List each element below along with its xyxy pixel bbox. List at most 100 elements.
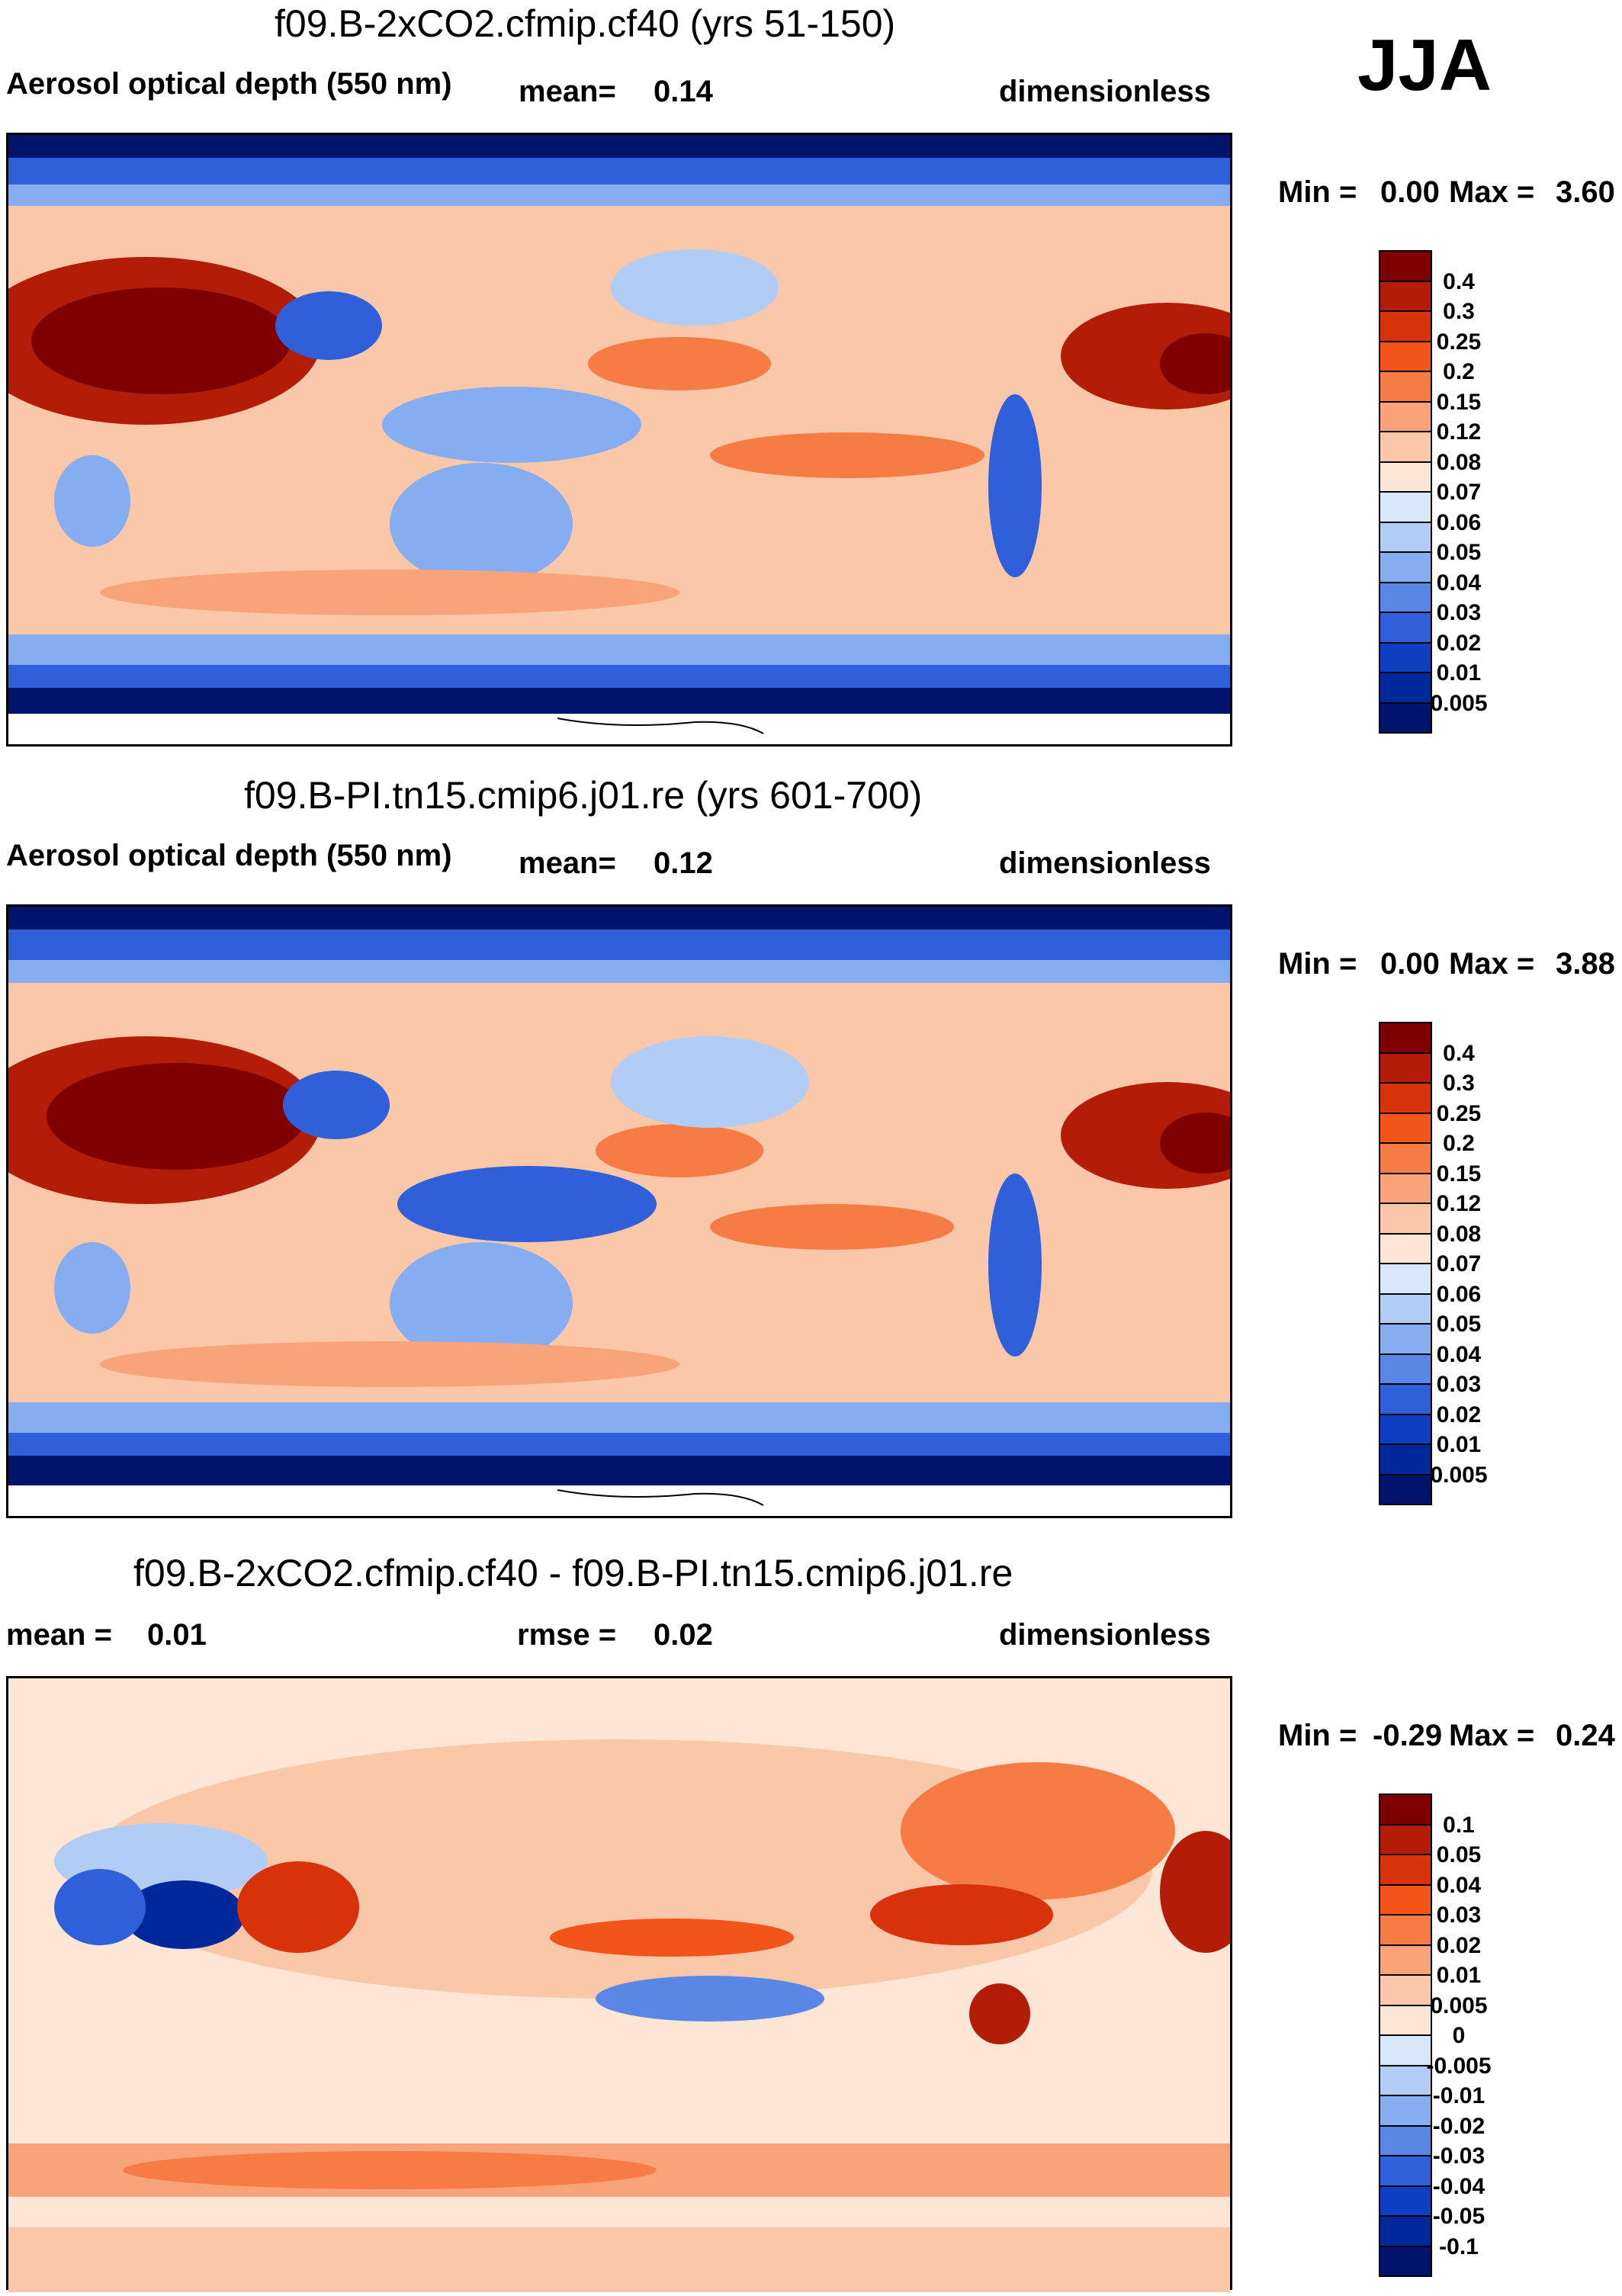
panel2-variable-label: Aerosol optical depth (550 nm) xyxy=(6,839,452,872)
colorbar-tick-label: 0.4 xyxy=(1443,1040,1475,1066)
colorbar-tick-label: 0.12 xyxy=(1436,419,1482,445)
colorbar-tick-label: 0.12 xyxy=(1436,1191,1482,1216)
colorbar-tick-label: 0.04 xyxy=(1436,1341,1482,1367)
colorbar-tick-label: 0.25 xyxy=(1436,1100,1482,1126)
colorbar-swatch xyxy=(1379,1473,1432,1505)
panel3-map xyxy=(6,1676,1232,2292)
colorbar-tick-label: 0.005 xyxy=(1430,1462,1488,1488)
colorbar-tick-label: 0.005 xyxy=(1430,1993,1488,2018)
colorbar-tick-label: 0.005 xyxy=(1430,690,1488,716)
panel2-max-value: 3.88 xyxy=(1556,947,1615,981)
panel1-colorbar: 0.4 0.3 0.25 0.2 0.15 0.12 0.08 0.07 0.06 0.05 0.0… xyxy=(1379,250,1488,734)
panel3-rmse-label: rmse = xyxy=(517,1618,617,1652)
colorbar-tick-label: 0.3 xyxy=(1443,1071,1475,1096)
colorbar-swatch xyxy=(1379,2245,1432,2277)
colorbar-tick-label: 0.05 xyxy=(1436,1312,1482,1337)
panel3-mean-label: mean = xyxy=(6,1618,112,1652)
panel1-variable-label: Aerosol optical depth (550 nm) xyxy=(6,67,452,101)
panel1-field xyxy=(8,135,1230,744)
colorbar-tick-label: 0.2 xyxy=(1443,359,1475,384)
colorbar-tick-label: -0.01 xyxy=(1432,2083,1485,2108)
panel3-title: f09.B-2xCO2.cfmip.cf40 - f09.B-PI.tn15.c… xyxy=(133,1552,1013,1594)
season-label: JJA xyxy=(1357,24,1492,106)
colorbar-tick-label: 0.2 xyxy=(1443,1131,1475,1156)
colorbar-tick-label: 0.03 xyxy=(1436,1372,1482,1397)
colorbar-tick-label: 0.15 xyxy=(1436,389,1482,415)
colorbar-swatch xyxy=(1379,1854,1432,1886)
colorbar-tick-label: 0.25 xyxy=(1436,329,1482,355)
colorbar-tick-label: 0.01 xyxy=(1436,1963,1482,1988)
colorbar-swatch xyxy=(1379,2215,1432,2247)
panel2-colorbar: 0.4 0.3 0.25 0.2 0.15 0.12 0.08 0.07 0.06 0.05 0.0… xyxy=(1379,1022,1488,1505)
colorbar-swatch xyxy=(1379,1082,1432,1114)
panel3-rmse-value: 0.02 xyxy=(654,1618,713,1652)
colorbar-tick-label: 0.02 xyxy=(1436,1932,1482,1958)
colorbar-swatch xyxy=(1379,2095,1432,2127)
panel3-colorbar: 0.1 0.05 0.04 0.03 0.02 0.01 0.005 0 -0.005 -0.01… xyxy=(1379,1793,1492,2277)
colorbar-tick-label: 0.02 xyxy=(1436,630,1482,656)
panel2-mean-label: mean= xyxy=(519,846,616,880)
panel1-max-label: Max = xyxy=(1449,175,1535,209)
colorbar-swatch xyxy=(1379,1203,1432,1235)
colorbar-tick-label: -0.05 xyxy=(1432,2204,1485,2229)
colorbar-tick-label: 0.4 xyxy=(1443,268,1475,294)
panel2-map xyxy=(6,904,1232,1518)
colorbar-swatch xyxy=(1379,1823,1432,1855)
panel1-mean-label: mean= xyxy=(519,75,616,108)
colorbar-tick-label: 0.01 xyxy=(1436,660,1482,686)
colorbar-tick-label: -0.03 xyxy=(1432,2143,1485,2169)
colorbar-swatch xyxy=(1379,1112,1432,1144)
colorbar-swatch xyxy=(1379,491,1432,523)
panel3-max-label: Max = xyxy=(1449,1719,1535,1752)
colorbar-tick-label: -0.1 xyxy=(1439,2233,1479,2259)
panel2-units: dimensionless xyxy=(999,846,1211,880)
colorbar-tick-label: 0.15 xyxy=(1436,1161,1482,1187)
colorbar-tick-label: -0.02 xyxy=(1432,2113,1485,2139)
panel1-map xyxy=(6,133,1232,747)
colorbar-tick-label: 0.02 xyxy=(1436,1402,1482,1427)
colorbar-tick-label: 0.08 xyxy=(1436,449,1482,475)
colorbar-tick-label: 0.06 xyxy=(1436,509,1482,535)
colorbar-swatch xyxy=(1379,551,1432,583)
colorbar-tick-label: 0.03 xyxy=(1436,600,1482,625)
panel3-field xyxy=(8,1678,1230,2292)
panel1-mean-value: 0.14 xyxy=(654,75,713,108)
panel1-title: f09.B-2xCO2.cfmip.cf40 (yrs 51-150) xyxy=(275,2,896,45)
panel1-min-label: Min = xyxy=(1278,175,1357,209)
panel3-min-label: Min = xyxy=(1278,1719,1357,1752)
colorbar-swatch xyxy=(1379,1383,1432,1415)
panel1-units: dimensionless xyxy=(999,75,1211,108)
colorbar-swatch xyxy=(1379,1323,1432,1355)
panel2-mean-value: 0.12 xyxy=(654,846,713,880)
colorbar-tick-label: 0.04 xyxy=(1436,1872,1482,1898)
colorbar-swatch xyxy=(1379,2034,1432,2066)
colorbar-tick-label: 0.03 xyxy=(1436,1903,1482,1928)
colorbar-tick-label: 0.07 xyxy=(1436,1251,1482,1276)
colorbar-tick-label: -0.04 xyxy=(1432,2173,1485,2199)
panel2-min-value: 0.00 xyxy=(1380,947,1440,981)
panel3-max-value: 0.24 xyxy=(1556,1719,1615,1752)
colorbar-tick-label: 0.3 xyxy=(1443,299,1475,324)
colorbar-swatch xyxy=(1379,521,1432,553)
colorbar-swatch xyxy=(1379,2064,1432,2096)
colorbar-tick-label: 0.07 xyxy=(1436,480,1482,505)
colorbar-tick-label: 0.04 xyxy=(1436,570,1482,596)
colorbar-tick-label: 0.1 xyxy=(1443,1812,1475,1838)
panel1-min-value: 0.00 xyxy=(1380,175,1440,209)
colorbar-swatch xyxy=(1379,1263,1432,1295)
colorbar-swatch xyxy=(1379,2155,1432,2187)
colorbar-swatch xyxy=(1379,2004,1432,2036)
colorbar-swatch xyxy=(1379,371,1432,403)
colorbar-tick-label: 0.05 xyxy=(1436,540,1482,565)
panel1-max-value: 3.60 xyxy=(1556,175,1615,209)
colorbar-tick-label: -0.005 xyxy=(1426,2053,1492,2079)
colorbar-swatch xyxy=(1379,702,1432,734)
colorbar-tick-label: 0.08 xyxy=(1436,1221,1482,1247)
panel3-min-value: -0.29 xyxy=(1373,1719,1443,1752)
panel2-min-label: Min = xyxy=(1278,947,1357,981)
panel3-units: dimensionless xyxy=(999,1618,1211,1652)
panel2-max-label: Max = xyxy=(1449,947,1535,981)
colorbar-tick-label: 0.06 xyxy=(1436,1281,1482,1307)
panel2-title: f09.B-PI.tn15.cmip6.j01.re (yrs 601-700) xyxy=(244,774,923,817)
colorbar-tick-label: 0.05 xyxy=(1436,1842,1482,1867)
